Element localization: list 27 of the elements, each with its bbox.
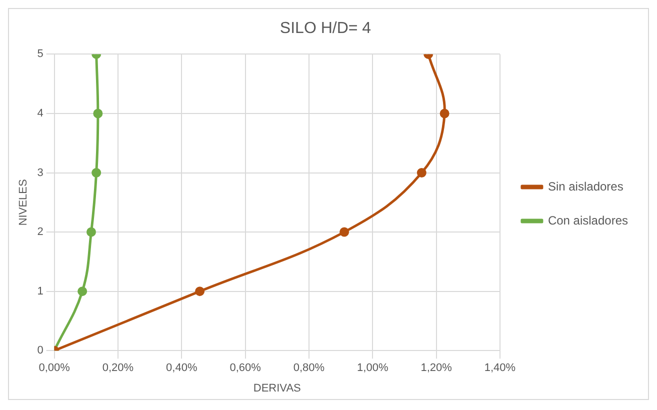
point: [195, 286, 205, 296]
point: [440, 108, 450, 118]
y-tick-label: 3: [37, 166, 44, 179]
x-tick-label: 1,20%: [420, 362, 452, 374]
y-tick-label: 5: [37, 48, 44, 60]
point: [93, 108, 103, 118]
point: [86, 227, 96, 237]
x-tick-label: 0,40%: [166, 362, 198, 374]
y-tick-label: 4: [37, 108, 44, 120]
legend-label: Sin aisladores: [548, 179, 624, 194]
legend-label: Con aisladores: [548, 213, 628, 228]
point: [340, 227, 350, 237]
x-tick-label: 0,20%: [102, 362, 134, 374]
point: [92, 168, 102, 178]
x-tick-label: 1,40%: [484, 362, 516, 374]
x-tick-label: 1,00%: [357, 362, 388, 374]
x-tick-label: 0,60%: [230, 362, 262, 374]
x-tick-label: 0,80%: [293, 362, 325, 374]
x-tick-label: 0,00%: [38, 362, 70, 374]
point: [78, 286, 88, 296]
y-tick-label: 2: [37, 226, 44, 238]
y-tick-label: 0: [37, 344, 44, 357]
chart-title: SILO H/D= 4: [280, 20, 372, 38]
point: [416, 168, 426, 178]
y-tick-label: 1: [37, 285, 44, 298]
y-axis-title: NIVELES: [18, 179, 30, 226]
x-axis-title: DERIVAS: [253, 382, 301, 394]
